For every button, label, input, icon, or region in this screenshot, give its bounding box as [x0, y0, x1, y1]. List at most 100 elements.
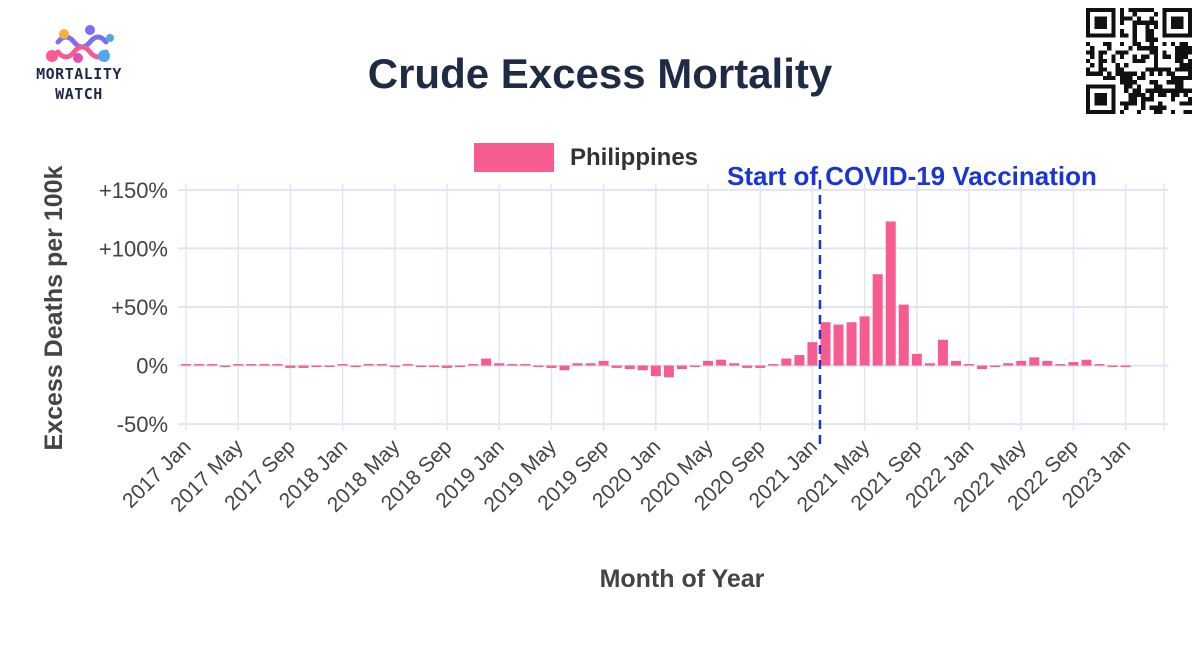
qr-module [1183, 75, 1188, 81]
qr-module [1111, 33, 1116, 38]
qr-module [1149, 29, 1154, 34]
qr-module [1119, 54, 1125, 59]
qr-module [1145, 33, 1150, 38]
qr-module [1119, 33, 1125, 38]
bar [559, 365, 570, 371]
bar [689, 365, 700, 368]
qr-module [1132, 24, 1137, 30]
qr-module [1183, 54, 1188, 59]
qr-module [1090, 84, 1095, 89]
qr-module [1124, 63, 1129, 68]
qr-module [1175, 92, 1180, 98]
qr-module [1119, 75, 1125, 81]
qr-module [1175, 84, 1180, 89]
qr-module [1149, 20, 1154, 25]
qr-module [1153, 67, 1159, 72]
qr-module [1179, 24, 1184, 30]
legend-label-philippines: Philippines [570, 144, 698, 171]
qr-module [1145, 67, 1150, 72]
qr-module [1111, 97, 1116, 102]
qr-module [1158, 84, 1163, 89]
qr-module [1124, 50, 1129, 55]
qr-module [1086, 84, 1091, 89]
qr-module [1111, 75, 1116, 81]
qr-module [1187, 97, 1192, 102]
bar [794, 355, 805, 366]
qr-module [1132, 12, 1137, 17]
qr-module [1102, 8, 1108, 13]
qr-module [1098, 8, 1103, 13]
qr-module [1183, 109, 1188, 114]
bar [742, 365, 753, 368]
qr-module [1145, 88, 1150, 93]
qr-module [1107, 33, 1112, 38]
bar [507, 364, 518, 366]
bar [964, 364, 975, 366]
qr-module [1166, 71, 1171, 76]
bar [1003, 363, 1014, 366]
qr-module [1128, 16, 1133, 21]
qr-module [1115, 67, 1120, 72]
bar [1029, 357, 1040, 366]
qr-module [1102, 20, 1108, 25]
qr-module [1187, 8, 1192, 13]
qr-module [1149, 92, 1154, 98]
qr-module [1141, 46, 1146, 51]
qr-module [1124, 88, 1129, 93]
qr-module [1187, 101, 1192, 106]
qr-module [1128, 84, 1133, 89]
qr-module [1086, 20, 1091, 25]
qr-module [1166, 33, 1171, 38]
qr-module [1162, 88, 1167, 93]
qr-module [1086, 71, 1091, 76]
bar [259, 364, 270, 366]
grid-lines [178, 184, 1168, 430]
bar [468, 364, 479, 366]
bar [846, 322, 857, 366]
bar [585, 363, 596, 366]
qr-module [1102, 101, 1108, 106]
qr-module [1090, 50, 1095, 55]
qr-module [1162, 12, 1167, 17]
qr-module [1128, 92, 1133, 98]
qr-module [1094, 92, 1099, 98]
qr-module [1162, 92, 1167, 98]
qr-module [1128, 75, 1133, 81]
qr-module [1149, 8, 1154, 13]
bar [233, 364, 244, 366]
logo-line-1: MORTALITY [36, 65, 122, 83]
qr-module [1119, 67, 1125, 72]
qr-module [1132, 33, 1137, 38]
bar [598, 360, 609, 366]
qr-module [1094, 8, 1099, 13]
qr-module [1153, 46, 1159, 51]
bar [1081, 359, 1092, 366]
qr-module [1179, 75, 1184, 81]
bar [781, 358, 792, 366]
bar [768, 364, 779, 366]
qr-module [1153, 24, 1159, 30]
qr-module [1102, 92, 1108, 98]
qr-module [1119, 41, 1125, 47]
qr-module [1153, 109, 1159, 114]
qr-module [1111, 109, 1116, 114]
bar [520, 364, 531, 366]
bar [729, 363, 740, 366]
qr-module [1119, 8, 1125, 13]
qr-module [1086, 41, 1091, 47]
qr-module [1153, 50, 1159, 55]
qr-module [1187, 67, 1192, 72]
y-tick-label: +150% [99, 178, 168, 203]
y-tick-label: +50% [111, 295, 168, 320]
bar [285, 365, 296, 368]
qr-module [1145, 20, 1150, 25]
qr-module [1187, 58, 1192, 64]
qr-module [1175, 24, 1180, 30]
bar [428, 365, 439, 368]
bar [181, 364, 192, 366]
qr-module [1141, 71, 1146, 76]
qr-module [1128, 101, 1133, 106]
qr-module [1098, 33, 1103, 38]
qr-module [1162, 105, 1167, 110]
